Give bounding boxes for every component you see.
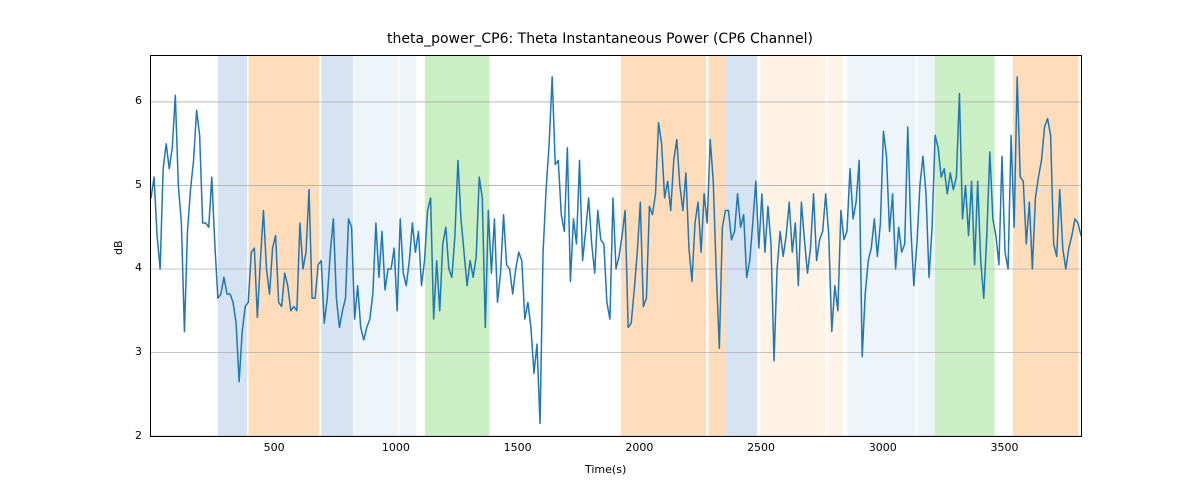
- span-region-3: [354, 56, 398, 436]
- span-region-9: [726, 56, 758, 436]
- span-region-13: [918, 56, 935, 436]
- y-axis-label: dB: [112, 240, 125, 255]
- x-tick-label: 500: [259, 441, 289, 454]
- x-axis-label: Time(s): [585, 463, 626, 476]
- x-tick-label: 2000: [624, 441, 654, 454]
- y-tick-label: 3: [135, 345, 142, 358]
- y-tick-label: 5: [135, 178, 142, 191]
- y-tick-label: 2: [135, 429, 142, 442]
- x-tick-label: 1500: [503, 441, 533, 454]
- span-region-1: [248, 56, 319, 436]
- x-tick-label: 3500: [990, 441, 1020, 454]
- plot-area: [150, 55, 1082, 437]
- plot-svg: [151, 56, 1081, 436]
- y-tick-label: 6: [135, 94, 142, 107]
- x-tick-label: 1000: [381, 441, 411, 454]
- x-tick-label: 2500: [746, 441, 776, 454]
- x-tick-label: 3000: [868, 441, 898, 454]
- figure: theta_power_CP6: Theta Instantaneous Pow…: [0, 0, 1200, 500]
- chart-title: theta_power_CP6: Theta Instantaneous Pow…: [0, 31, 1200, 47]
- span-region-5: [425, 56, 490, 436]
- y-tick-label: 4: [135, 261, 142, 274]
- span-region-2: [321, 56, 353, 436]
- span-region-0: [218, 56, 247, 436]
- span-region-8: [709, 56, 726, 436]
- span-region-12: [847, 56, 915, 436]
